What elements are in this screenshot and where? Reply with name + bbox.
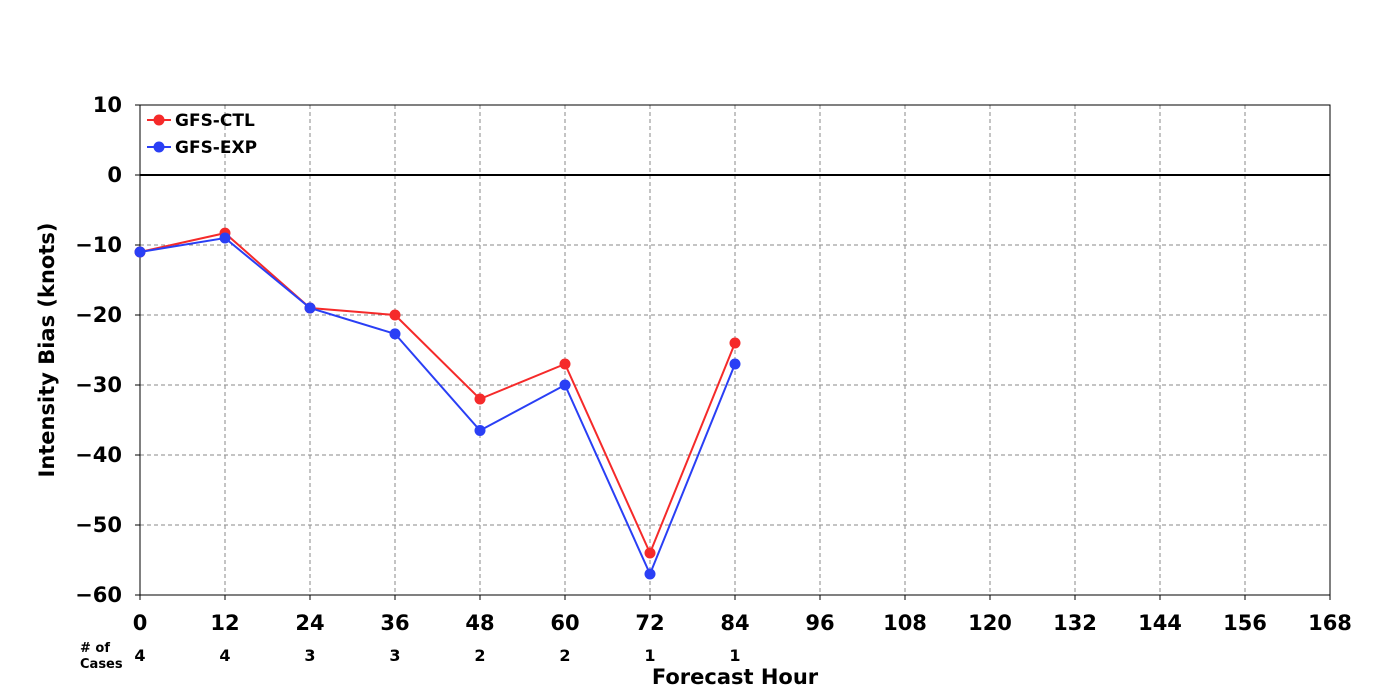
cases-value: 2: [559, 646, 570, 665]
y-tick-label: 10: [93, 93, 122, 117]
x-tick-label: 84: [720, 611, 749, 635]
cases-value: 4: [219, 646, 230, 665]
y-tick-label: −10: [75, 233, 122, 257]
x-tick-label: 120: [968, 611, 1012, 635]
series-line: [139, 236, 736, 577]
cases-value: 1: [644, 646, 655, 665]
data-point: [644, 568, 656, 580]
legend-label: GFS-CTL: [175, 111, 255, 131]
data-point: [219, 232, 231, 244]
legend: GFS-CTL GFS-EXP: [147, 111, 257, 158]
cases-values: 4 4 3 3 2 2 1 1: [134, 646, 740, 665]
data-point: [559, 379, 571, 391]
x-tick-label: 144: [1138, 611, 1182, 635]
cases-value: 3: [389, 646, 400, 665]
cases-value: 2: [474, 646, 485, 665]
series-gfs-exp: [134, 232, 741, 580]
x-tick-label: 24: [295, 611, 324, 635]
x-tick-label: 168: [1308, 611, 1352, 635]
y-tick-label: 0: [107, 163, 122, 187]
data-point: [474, 425, 486, 436]
x-tick-label: 108: [883, 611, 927, 635]
x-tick-label: 36: [380, 611, 409, 635]
cases-value: 3: [304, 646, 315, 665]
data-point: [134, 246, 146, 258]
y-tick-label: −20: [75, 303, 122, 327]
cases-label-line2: Cases: [80, 657, 123, 672]
data-point: [389, 309, 401, 321]
legend-marker: [153, 114, 165, 126]
data-point: [729, 358, 741, 370]
series-layer: [134, 227, 741, 580]
y-tick-label: −50: [75, 513, 122, 537]
data-point: [644, 547, 656, 559]
x-tick-label: 48: [465, 611, 494, 635]
legend-marker: [153, 141, 165, 153]
x-axis-title: Forecast Hour: [652, 665, 819, 689]
x-axis-ticks: 0 12 24 36 48 60 72 84 96 108 120 132 144 156 168: [133, 595, 1352, 635]
x-tick-label: 60: [550, 611, 579, 635]
cases-value: 1: [729, 646, 740, 665]
x-tick-label: 12: [210, 611, 239, 635]
series-line: [139, 232, 736, 556]
data-point: [729, 337, 741, 349]
data-point: [559, 358, 571, 370]
x-tick-label: 156: [1223, 611, 1267, 635]
x-tick-label: 0: [133, 611, 148, 635]
x-tick-label: 72: [635, 611, 664, 635]
x-tick-label: 96: [805, 611, 834, 635]
y-axis-title: Intensity Bias (knots): [35, 223, 59, 478]
y-tick-label: −30: [75, 373, 122, 397]
legend-item: GFS-CTL: [147, 111, 255, 131]
y-tick-label: −40: [75, 443, 122, 467]
cases-value: 4: [134, 646, 145, 665]
grid: [140, 105, 1330, 595]
x-tick-label: 132: [1053, 611, 1097, 635]
data-point: [474, 393, 486, 405]
y-tick-label: −60: [75, 583, 122, 607]
legend-label: GFS-EXP: [175, 138, 257, 158]
y-axis-ticks: 10 0 −10 −20 −30 −40 −50 −60: [75, 93, 140, 607]
cases-label-line1: # of: [80, 641, 110, 656]
data-point: [304, 302, 316, 314]
data-point: [389, 328, 401, 340]
legend-item: GFS-EXP: [147, 138, 257, 158]
